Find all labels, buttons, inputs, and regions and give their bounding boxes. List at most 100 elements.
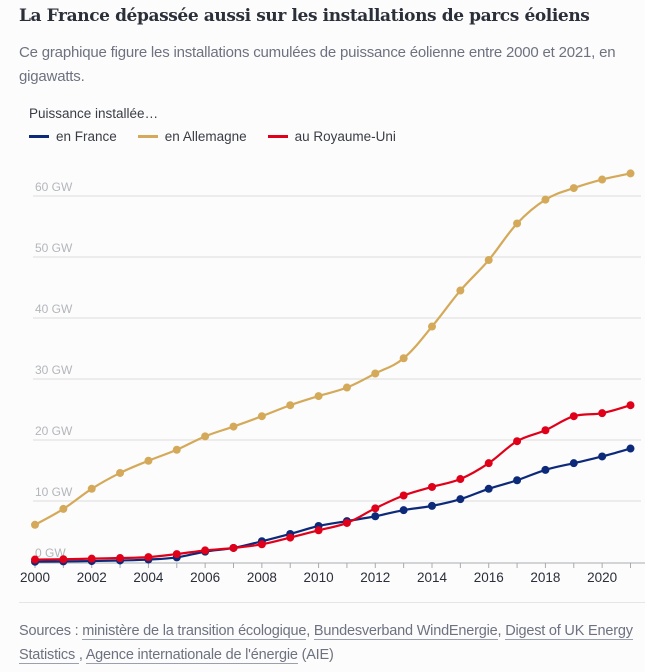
data-point [87, 554, 96, 563]
source-link-dukes[interactable]: Digest of UK Energy Statistics [19, 623, 633, 664]
sources-prefix: Sources : [19, 623, 83, 639]
data-point [399, 506, 408, 515]
data-point [569, 412, 578, 421]
data-point [201, 432, 210, 441]
data-point [257, 412, 266, 421]
data-point [257, 540, 266, 549]
data-point [144, 456, 153, 465]
data-point [484, 484, 493, 493]
data-point [626, 444, 635, 453]
data-point [31, 520, 39, 529]
data-point [456, 495, 465, 504]
data-point [428, 322, 436, 331]
y-tick-label: 50 GW [35, 241, 73, 255]
x-axis: 2000 2002 2004 2006 2008 2010 2012 2014 2016 2018… [20, 562, 645, 585]
data-point [59, 504, 68, 513]
data-point [116, 468, 125, 477]
data-point [598, 175, 607, 184]
source-link-bwe[interactable]: Bundesverband WindEnergie [313, 623, 498, 640]
line-chart: 0 GW 10 GW 20 GW 30 GW 40 GW 50 GW 60 GW 2000 2… [20, 169, 645, 585]
legend-item-royaume-uni: au Royaume-Uni [267, 129, 396, 144]
x-tick-label: 2014 [417, 570, 448, 585]
data-point [144, 553, 153, 562]
grid-layer: 0 GW 10 GW 20 GW 30 GW 40 GW 50 GW 60 GW [33, 180, 641, 560]
y-tick-label: 30 GW [35, 363, 73, 377]
data-point [399, 491, 408, 500]
data-point [342, 383, 351, 392]
data-point [342, 518, 351, 527]
data-point [371, 369, 380, 378]
y-tick-label: 10 GW [35, 485, 73, 499]
legend-swatch-royaume-uni [267, 135, 288, 138]
source-link-aie[interactable]: Agence internationale de l'énergie [85, 647, 298, 664]
series-en-france [31, 444, 635, 566]
legend-label: en France [56, 129, 117, 144]
data-point [484, 256, 493, 265]
legend-title: Puissance installée… [29, 106, 159, 121]
data-point [456, 286, 465, 295]
y-tick-label: 0 GW [35, 546, 66, 560]
x-tick-label: 2010 [304, 570, 334, 585]
data-point [569, 184, 578, 193]
legend-swatch-allemagne [137, 135, 158, 138]
data-point [513, 476, 522, 485]
x-tick-label: 2008 [247, 570, 277, 585]
data-point [286, 533, 295, 542]
data-point [286, 401, 295, 410]
chart-subtitle: Ce graphique figure les installations cu… [19, 44, 616, 85]
data-point [626, 169, 635, 178]
data-point [569, 459, 578, 468]
data-point [428, 482, 436, 491]
data-point [541, 195, 550, 204]
y-tick-label: 60 GW [35, 180, 73, 194]
sources-suffix: (AIE) [297, 647, 334, 663]
data-point [456, 475, 465, 484]
x-tick-label: 2012 [360, 570, 390, 585]
legend-label: en Allemagne [164, 129, 247, 144]
footer-divider [19, 602, 645, 603]
x-tick-label: 2016 [474, 570, 504, 585]
x-tick-label: 2006 [190, 570, 220, 585]
data-point [314, 526, 323, 535]
separator: , [497, 623, 506, 639]
x-tick-label: 2002 [77, 570, 107, 585]
data-point [541, 426, 550, 435]
x-tick-label: 2004 [133, 570, 164, 585]
data-point [598, 452, 607, 461]
series-line [34, 404, 631, 561]
data-point [428, 501, 436, 510]
data-point [626, 401, 635, 410]
legend-swatch-france [29, 135, 49, 138]
data-point [513, 437, 522, 446]
chart-title: La France dépassée aussi sur les install… [19, 6, 590, 26]
data-point [541, 465, 550, 474]
data-point [172, 550, 181, 559]
series-line [34, 172, 631, 526]
data-point [59, 555, 68, 564]
series-line [34, 447, 631, 563]
data-point [314, 392, 323, 401]
data-point [87, 484, 96, 493]
data-point [201, 546, 210, 555]
data-point [172, 445, 181, 454]
source-link-ministere[interactable]: ministère de la transition écologique [82, 623, 307, 640]
data-point [598, 409, 607, 418]
series-en-allemagne [31, 169, 635, 529]
x-tick-label: 2000 [20, 570, 50, 585]
data-point [229, 543, 238, 552]
data-point [116, 554, 125, 563]
data-point [484, 459, 493, 468]
y-tick-label: 20 GW [35, 424, 73, 438]
data-point [371, 504, 380, 513]
data-point [229, 422, 238, 431]
series-au-royaume-uni [31, 401, 635, 564]
data-point [371, 512, 380, 521]
data-point [399, 354, 408, 363]
legend-item-allemagne: en Allemagne [137, 129, 247, 144]
separator: , [306, 623, 314, 639]
legend-label: au Royaume-Uni [294, 129, 396, 144]
legend: en France en Allemagne au Royaume-Uni [29, 129, 417, 144]
separator: , [78, 647, 86, 663]
series-layer [31, 169, 635, 566]
y-tick-label: 40 GW [35, 302, 73, 316]
